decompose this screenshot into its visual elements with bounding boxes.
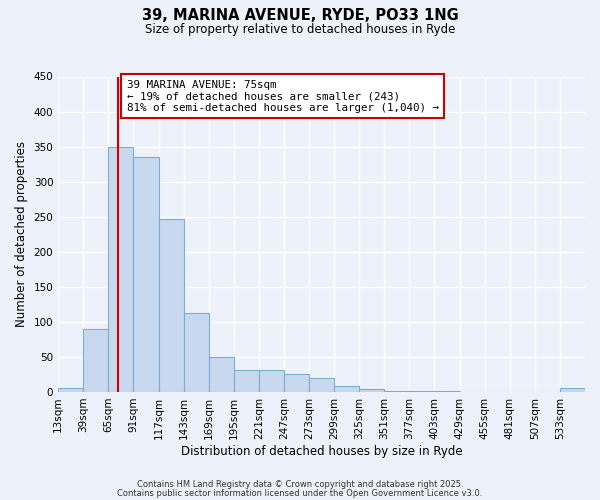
Bar: [133, 157, 158, 392]
X-axis label: Distribution of detached houses by size in Ryde: Distribution of detached houses by size …: [181, 444, 463, 458]
Bar: [58, 388, 83, 392]
Y-axis label: Number of detached properties: Number of detached properties: [15, 141, 28, 327]
Text: 39, MARINA AVENUE, RYDE, PO33 1NG: 39, MARINA AVENUE, RYDE, PO33 1NG: [142, 8, 458, 22]
Bar: [184, 312, 209, 392]
Bar: [259, 370, 284, 392]
Bar: [234, 370, 259, 392]
Bar: [83, 329, 109, 392]
Bar: [334, 386, 359, 392]
Text: 39 MARINA AVENUE: 75sqm
← 19% of detached houses are smaller (243)
81% of semi-d: 39 MARINA AVENUE: 75sqm ← 19% of detache…: [127, 80, 439, 113]
Text: Contains HM Land Registry data © Crown copyright and database right 2025.: Contains HM Land Registry data © Crown c…: [137, 480, 463, 489]
Bar: [284, 374, 309, 392]
Text: Contains public sector information licensed under the Open Government Licence v3: Contains public sector information licen…: [118, 490, 482, 498]
Bar: [309, 378, 334, 392]
Bar: [560, 388, 585, 392]
Bar: [385, 390, 409, 392]
Bar: [158, 219, 184, 392]
Bar: [359, 389, 385, 392]
Bar: [109, 146, 133, 392]
Text: Size of property relative to detached houses in Ryde: Size of property relative to detached ho…: [145, 22, 455, 36]
Bar: [209, 357, 234, 392]
